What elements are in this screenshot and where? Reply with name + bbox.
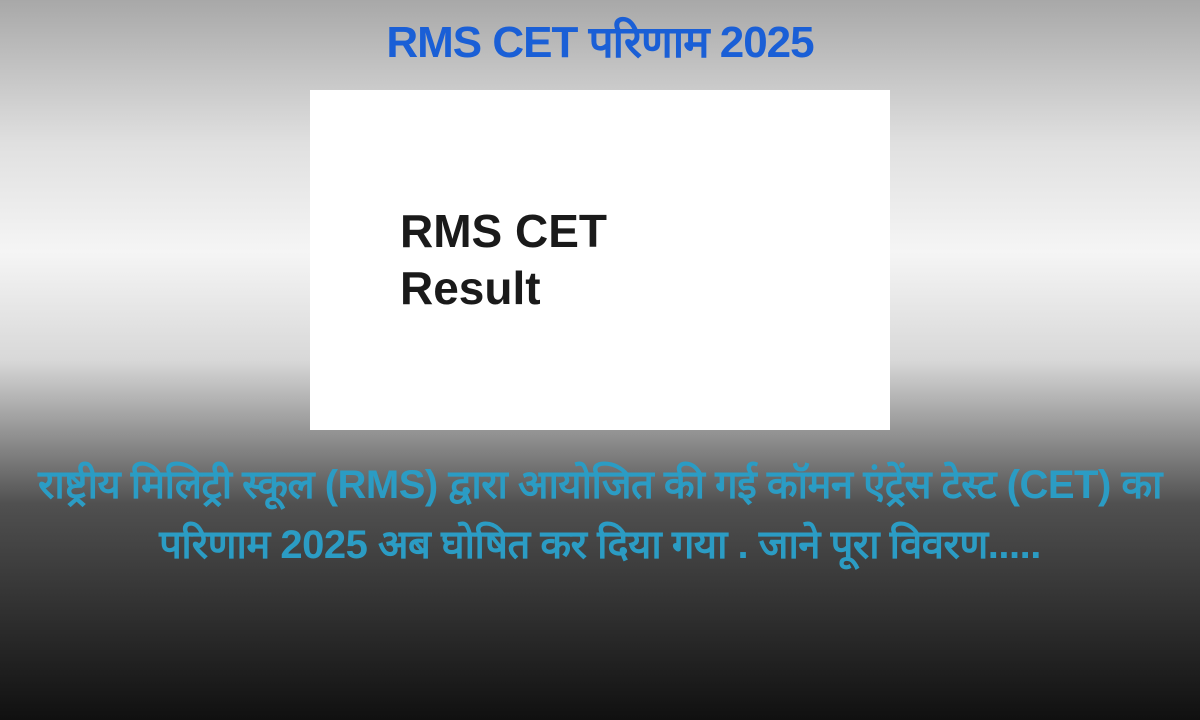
card-text: RMS CET Result <box>400 203 607 318</box>
description-text: राष्ट्रीय मिलिट्री स्कूल (RMS) द्वारा आय… <box>0 455 1200 575</box>
result-card: RMS CET Result <box>310 90 890 430</box>
card-line1: RMS CET <box>400 205 607 257</box>
card-line2: Result <box>400 262 541 314</box>
page-title: RMS CET परिणाम 2025 <box>386 10 813 70</box>
